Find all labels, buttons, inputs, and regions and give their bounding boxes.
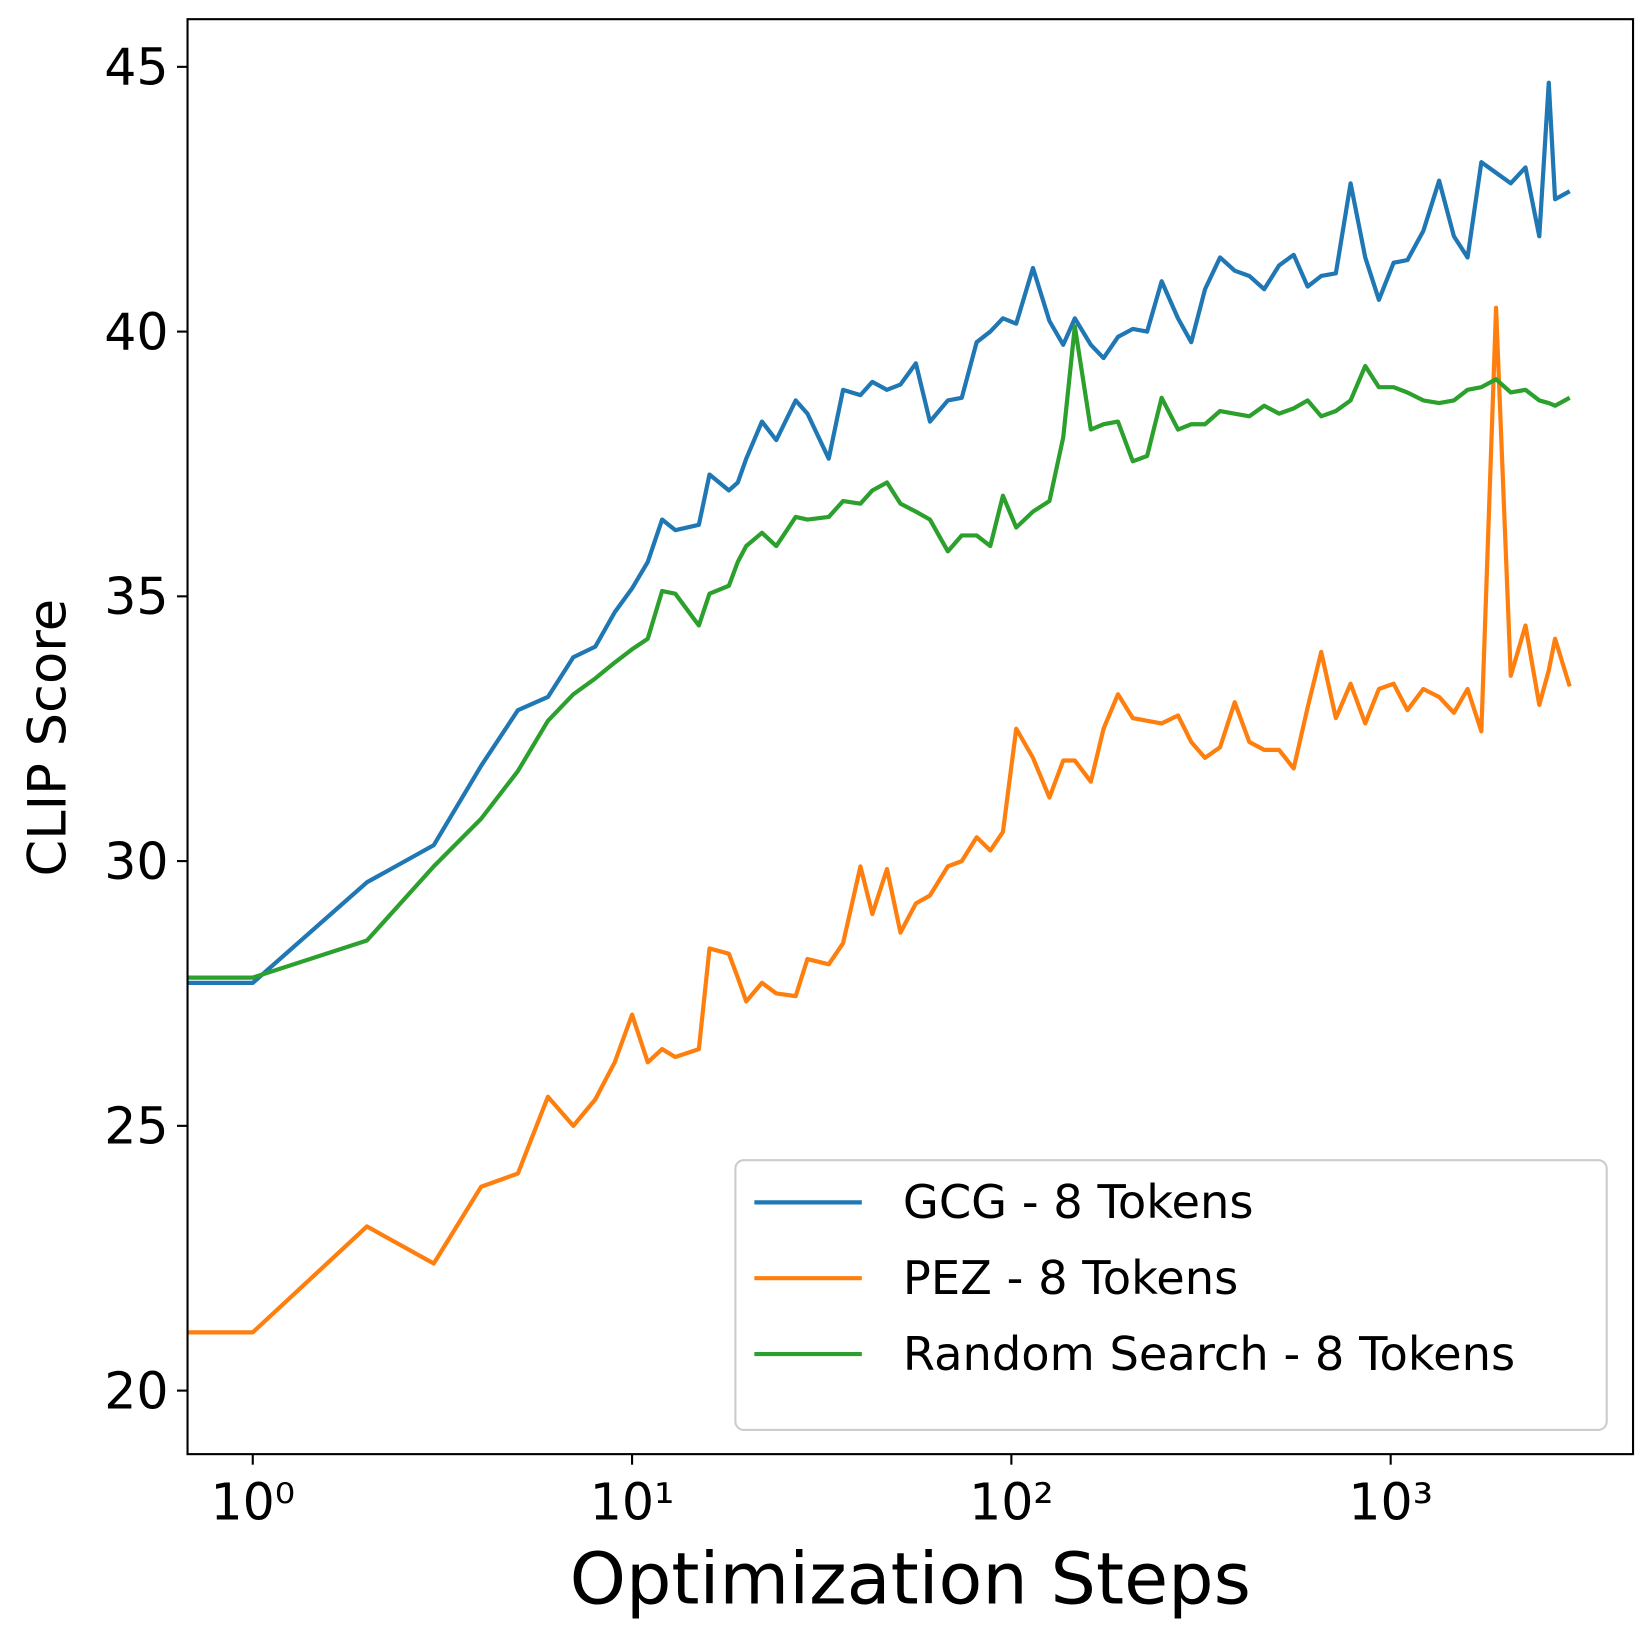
x-tick-label: 10⁰ (210, 1472, 295, 1531)
y-tick-label: 30 (104, 832, 168, 891)
legend-box (734, 1159, 1608, 1431)
y-axis-label: CLIP Score (17, 599, 78, 877)
y-tick-label: 45 (104, 38, 168, 97)
x-tick-label: 10² (969, 1472, 1054, 1531)
x-axis-label: Optimization Steps (570, 1538, 1251, 1621)
plot-lines (187, 80, 1572, 1335)
y-tick-label: 35 (104, 567, 168, 626)
plot-frame (186, 18, 1635, 1456)
legend-label: GCG - 8 Tokens (903, 1175, 1254, 1229)
legend: GCG - 8 Tokens PEZ - 8 Tokens Random Searc… (734, 1159, 1608, 1431)
y-tick-label: 20 (104, 1362, 168, 1421)
series-line (187, 305, 1572, 1335)
legend-label: PEZ - 8 Tokens (903, 1251, 1238, 1305)
x-tick-label: 10¹ (590, 1472, 675, 1531)
legend-label: Random Search - 8 Tokens (903, 1327, 1515, 1381)
series-line (187, 324, 1571, 980)
y-tick-label: 25 (104, 1097, 168, 1156)
x-tick-label: 10³ (1348, 1472, 1433, 1531)
series-line (187, 80, 1571, 985)
y-tick-label: 40 (104, 302, 168, 361)
